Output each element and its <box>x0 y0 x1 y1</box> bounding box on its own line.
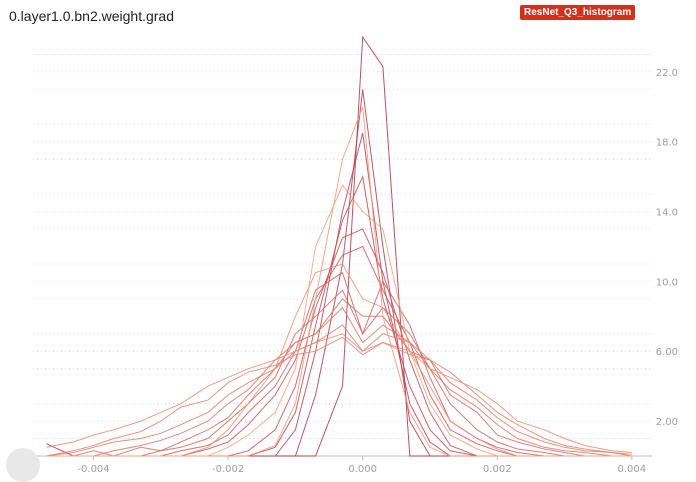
y-tick-label: 6.00 <box>656 347 678 358</box>
y-tick-label: 14.0 <box>656 208 678 219</box>
y-axis: 2.00 6.00 10.0 14.0 18.0 22.0 <box>656 68 678 428</box>
histogram-series-line <box>46 175 632 457</box>
histogram-series-line <box>46 89 632 457</box>
histogram-series-line <box>46 333 632 453</box>
chart-title: 0.layer1.0.bn2.weight.grad <box>9 8 174 24</box>
histogram-series-line <box>46 132 632 457</box>
x-tick-label: 0.000 <box>348 464 377 475</box>
y-tick-label: 22.0 <box>656 68 678 79</box>
x-tick-label: 0.002 <box>483 464 512 475</box>
histogram-series-line <box>46 184 632 457</box>
x-tick-label: 0.004 <box>617 464 646 475</box>
histogram-series-line <box>46 271 632 457</box>
histogram-series-line <box>46 289 632 457</box>
histogram-series-line <box>46 228 632 457</box>
histogram-series-line <box>46 306 632 457</box>
y-tick-label: 10.0 <box>656 277 678 288</box>
y-tick-label: 2.00 <box>656 417 678 428</box>
series-group <box>46 35 632 457</box>
y-tick-label: 18.0 <box>656 138 678 149</box>
histogram-series-line <box>46 324 632 457</box>
histogram-series-line <box>46 336 632 457</box>
x-tick-label: -0.004 <box>77 464 109 475</box>
corner-decoration <box>6 448 40 482</box>
histogram-series-line <box>46 298 632 457</box>
run-tag-badge[interactable]: ResNet_Q3_histogram <box>520 5 636 20</box>
x-tick-label: -0.002 <box>212 464 244 475</box>
x-axis: -0.004 -0.002 0.000 0.002 0.004 <box>33 455 652 475</box>
